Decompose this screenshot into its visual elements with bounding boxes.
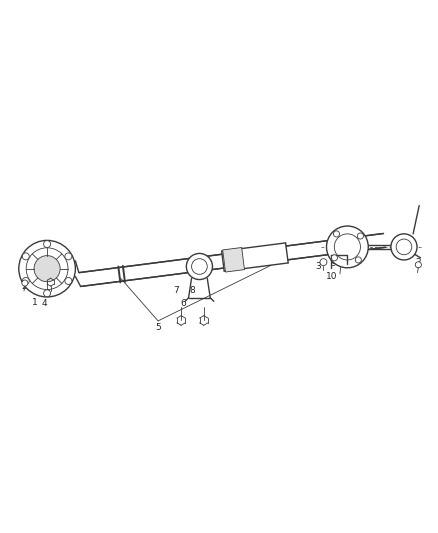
Circle shape: [19, 240, 75, 297]
Circle shape: [331, 255, 337, 261]
Text: 7: 7: [173, 286, 179, 295]
Circle shape: [22, 253, 29, 260]
Polygon shape: [75, 261, 81, 285]
Circle shape: [320, 259, 327, 265]
Circle shape: [44, 240, 50, 247]
Circle shape: [65, 253, 72, 260]
Text: 6: 6: [180, 300, 186, 309]
Text: 3: 3: [45, 283, 51, 292]
Polygon shape: [222, 243, 288, 271]
Text: 5: 5: [155, 323, 161, 332]
Text: 1: 1: [32, 298, 38, 306]
Text: 8: 8: [189, 286, 195, 295]
Polygon shape: [223, 247, 244, 272]
Circle shape: [333, 231, 339, 237]
Text: 3: 3: [315, 262, 321, 271]
Text: 10: 10: [326, 272, 338, 280]
Circle shape: [186, 254, 212, 279]
Text: 2: 2: [416, 257, 421, 266]
Text: 2: 2: [21, 282, 27, 291]
Circle shape: [326, 226, 368, 268]
Circle shape: [44, 290, 50, 297]
Circle shape: [415, 262, 421, 268]
Circle shape: [34, 256, 60, 282]
Circle shape: [357, 233, 364, 239]
Text: 9: 9: [330, 260, 336, 269]
Text: 4: 4: [41, 298, 47, 308]
Circle shape: [22, 280, 28, 286]
Circle shape: [22, 278, 29, 285]
Circle shape: [391, 234, 417, 260]
Circle shape: [355, 257, 361, 263]
Circle shape: [65, 278, 72, 285]
